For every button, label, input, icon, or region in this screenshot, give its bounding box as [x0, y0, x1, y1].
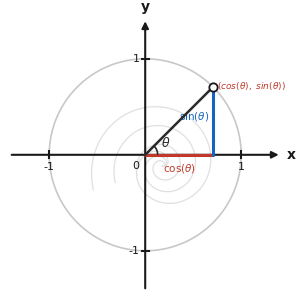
Text: -1: -1	[128, 246, 140, 256]
Text: y: y	[141, 0, 150, 14]
Text: 0: 0	[132, 160, 140, 171]
Text: x: x	[286, 148, 295, 162]
Text: $\theta$: $\theta$	[160, 136, 170, 149]
Text: $\sin(\theta)$: $\sin(\theta)$	[179, 110, 209, 123]
Text: $(cos(\theta),\ sin(\theta))$: $(cos(\theta),\ sin(\theta))$	[217, 80, 286, 92]
Text: 1: 1	[132, 54, 140, 64]
Text: 1: 1	[238, 163, 245, 172]
Text: -1: -1	[44, 163, 55, 172]
Text: $\cos(\theta)$: $\cos(\theta)$	[163, 161, 196, 175]
